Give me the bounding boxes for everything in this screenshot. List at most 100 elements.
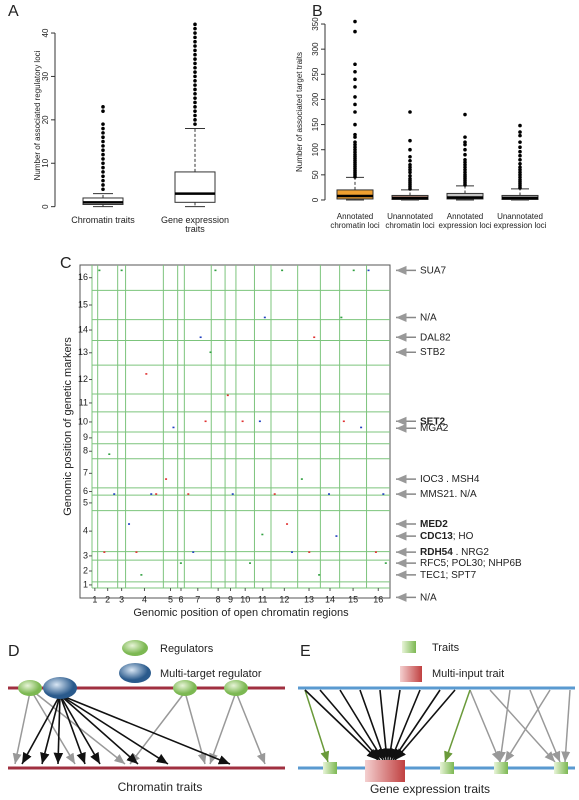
legend-text: Multi-target regulator <box>160 668 262 680</box>
point <box>328 493 331 495</box>
x-tick-label: 13 <box>304 594 314 604</box>
outlier <box>101 126 105 131</box>
outlier <box>193 48 197 53</box>
outlier <box>193 35 197 40</box>
outlier <box>518 178 522 182</box>
x-tick-label: 5 <box>168 594 173 604</box>
outlier <box>101 135 105 140</box>
outlier <box>463 142 467 147</box>
outlier <box>408 177 412 181</box>
outlier <box>101 139 105 144</box>
outlier <box>408 162 412 167</box>
caption: Chromatin traits <box>118 780 203 794</box>
outlier <box>518 165 522 170</box>
outlier <box>193 61 197 66</box>
y-tick-label: 8 <box>83 446 88 456</box>
outlier <box>518 140 522 144</box>
y-tick-label: 100 <box>311 142 320 156</box>
outlier <box>518 145 522 149</box>
point <box>214 269 217 272</box>
y-axis-label: Number of associated target traits <box>295 52 304 172</box>
point <box>172 426 175 429</box>
outlier <box>101 152 105 157</box>
annotation: SUA7 <box>420 265 447 276</box>
outlier <box>353 29 357 34</box>
x-tick-label: Unannotated chromatin loci <box>385 212 435 230</box>
outlier <box>193 122 197 126</box>
y-tick-label: 1 <box>83 579 88 589</box>
point <box>103 551 106 553</box>
outlier <box>193 57 197 61</box>
annotation-part: ; HO <box>453 531 474 542</box>
x-tick-label: 16 <box>373 594 383 604</box>
outlier <box>193 96 197 100</box>
outlier <box>101 165 105 170</box>
x-tick-label: 12 <box>279 594 289 604</box>
y-tick-label: 9 <box>83 432 88 442</box>
outlier <box>193 22 197 27</box>
annotation-part: RDH54 <box>420 547 453 558</box>
outlier <box>408 174 412 178</box>
outlier <box>101 157 105 161</box>
x-tick-label: Chromatin traits <box>71 215 135 225</box>
outlier <box>408 110 412 114</box>
outlier <box>353 102 357 107</box>
annotation: TEC1; SPT7 <box>420 570 477 581</box>
point <box>263 316 266 319</box>
x-tick-label: 9 <box>228 594 233 604</box>
outlier <box>101 183 105 187</box>
outlier <box>193 70 197 74</box>
y-tick-label: 4 <box>83 526 88 536</box>
outlier <box>193 105 197 109</box>
outlier <box>193 91 197 96</box>
point <box>360 426 363 429</box>
outlier <box>408 170 412 175</box>
outlier <box>193 39 197 44</box>
annotation-part: MMS21. N/A <box>420 489 477 500</box>
outlier <box>518 149 522 154</box>
outlier <box>193 78 197 83</box>
point <box>204 420 207 423</box>
y-tick-label: 10 <box>78 416 88 426</box>
annotation-part: . NRG2 <box>453 547 490 558</box>
y-tick-label: 14 <box>78 324 88 334</box>
point <box>367 269 370 272</box>
outlier <box>193 65 197 70</box>
x-tick-label: 6 <box>178 594 183 604</box>
outlier <box>101 187 105 192</box>
x-tick-label: 10 <box>240 594 250 604</box>
y-tick-label: 50 <box>311 170 320 179</box>
point <box>108 453 111 455</box>
outlier <box>463 160 467 165</box>
point <box>209 351 212 354</box>
outlier <box>463 162 467 167</box>
box <box>336 189 374 200</box>
outlier <box>193 52 197 57</box>
annotation-part: STB2 <box>420 347 445 358</box>
outlier <box>193 87 197 92</box>
legend-icon <box>400 666 422 682</box>
regulator <box>224 680 248 696</box>
point <box>165 478 168 480</box>
x-tick-label: Gene expression traits <box>160 215 230 234</box>
arrows-black <box>304 689 456 761</box>
annotation-part: SET2 <box>420 416 445 427</box>
annotation: N/A <box>420 312 437 323</box>
outlier <box>193 44 197 48</box>
outlier <box>353 95 357 99</box>
point <box>342 420 345 423</box>
outlier <box>101 148 105 153</box>
annotation: RDH54 . NRG2 <box>420 547 489 558</box>
y-tick-label: 12 <box>78 374 88 384</box>
outlier <box>193 118 197 122</box>
panel-label: B <box>312 3 323 20</box>
point <box>273 493 276 495</box>
y-tick-label: 7 <box>83 468 88 478</box>
outlier <box>408 154 412 159</box>
point <box>120 269 123 272</box>
outlier <box>353 110 357 114</box>
outlier <box>463 157 467 162</box>
multi-target-regulator <box>43 677 77 699</box>
y-tick-label: 250 <box>311 67 320 81</box>
